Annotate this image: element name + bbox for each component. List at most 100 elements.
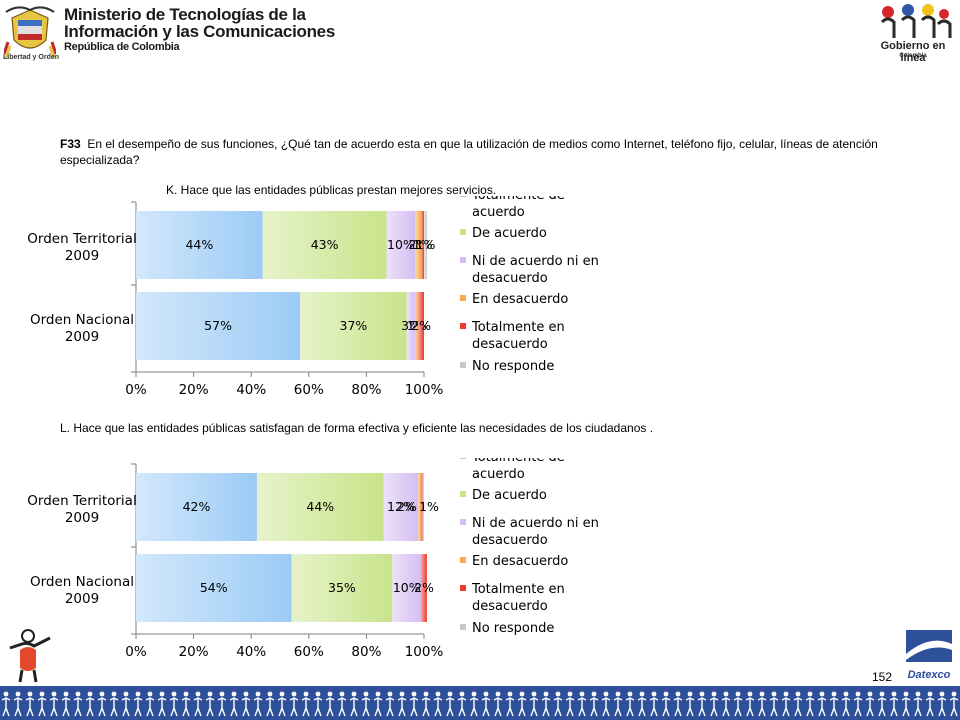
footer-figure-head [495,691,501,697]
footer-figure-head [759,691,765,697]
x-tick-label: 40% [236,382,266,396]
bar-segment-shine [421,211,424,279]
footer-figure-body [265,697,275,717]
ministry-line-3: República de Colombia [64,41,180,53]
legend-label: Ni de acuerdo ni en [472,254,599,269]
footer-figure-body [73,697,83,717]
footer-figure-head [75,691,81,697]
footer-figure-body [805,697,815,717]
x-tick-label: 0% [125,644,147,658]
legend-swatch [460,519,466,525]
footer-figure-body [349,697,359,717]
footer-figure-body [781,697,791,717]
footer-figure-body [529,697,539,717]
legend-label: En desacuerdo [472,292,568,307]
footer-figure-head [471,691,477,697]
legend-label: desacuerdo [472,533,548,548]
footer-figure-head [435,691,441,697]
footer-figure-body [865,697,875,717]
footer-figure-body [505,697,515,717]
footer-figure-head [927,691,933,697]
footer-figure-body [49,697,59,717]
gobierno-en-linea-subtext: Colombia [899,53,927,59]
footer-figure-body [817,697,827,717]
legend-label: De acuerdo [472,488,547,503]
footer-figure-body [145,697,155,717]
x-tick-label: 60% [294,382,324,396]
footer-figure-body [769,697,779,717]
footer-figure-head [315,691,321,697]
category-label: 2009 [65,510,99,526]
footer-figure-body [745,697,755,717]
footer-figure-body [709,697,719,717]
footer-figure-head [783,691,789,697]
bar-segment-shine [386,211,416,279]
legend-swatch [460,362,466,368]
footer-figure-head [651,691,657,697]
footer-figure-head [567,691,573,697]
footer-figure-head [915,691,921,697]
page-number: 152 [872,670,893,684]
footer-figure-head [351,691,357,697]
stacked-bar-chart-l: 0% 20% 40% 60% 80% 100%Orden Territorial2009O… [27,458,599,658]
legend-label: Totalmente de [471,196,565,203]
footer-figure-head [63,691,69,697]
footer-figure-body [565,697,575,717]
footer-figure-body [889,697,899,717]
footer-figure-body [337,697,347,717]
footer-figure-body [373,697,383,717]
category-label: Orden Nacional [30,312,134,328]
footer-figure-body [925,697,935,717]
footer-figure-head [255,691,261,697]
data-label: 44% [306,499,334,514]
footer-figure-head [795,691,801,697]
bar-segment-shine [415,211,422,279]
footer-figure-head [519,691,525,697]
bar-segment-shine [415,292,419,360]
footer-figure-body [289,697,299,717]
footer-figure-head [363,691,369,697]
footer-figure-body [697,697,707,717]
footer-figure-body [313,697,323,717]
footer-figure-body [469,697,479,717]
footer-figure-body [13,697,23,717]
footer-figure-head [291,691,297,697]
category-label: Orden Territorial [27,231,136,247]
footer-figure-head [615,691,621,697]
footer-figure-body [253,697,263,717]
footer-figure-body [517,697,527,717]
bar-segment-shine [136,554,292,622]
footer-figure-head [279,691,285,697]
legend-swatch [460,229,466,235]
footer-figure-body [181,697,191,717]
legend-swatch [460,491,466,497]
footer-figure-head [51,691,57,697]
footer-figure-head [399,691,405,697]
footer-figure-body [577,697,587,717]
footer-figure-body [169,697,179,717]
footer-figure-body [397,697,407,717]
footer-figure-body [733,697,743,717]
footer-figure-body [37,697,47,717]
footer-figure-head [303,691,309,697]
datexco-logo: Datexco [906,630,952,681]
ministry-line-2: Información y las Comunicaciones [64,22,335,41]
legend-swatch [460,196,466,197]
footer-figure-head [387,691,393,697]
footer-figure-body [193,697,203,717]
question-body: En el desempeño de sus funciones, ¿Qué t… [60,137,878,167]
person-mascot-icon [9,629,51,683]
footer-figure-body [757,697,767,717]
footer-figure-head [603,691,609,697]
footer-figure-body [205,697,215,717]
bar-segment-shine [383,473,419,541]
footer-figure-head [423,691,429,697]
data-label: 57% [204,318,232,333]
footer-figure-head [735,691,741,697]
footer-figure-head [159,691,165,697]
legend-label: desacuerdo [472,271,548,286]
footer-figure-body [217,697,227,717]
footer-figure-body [481,697,491,717]
footer-figure-head [483,691,489,697]
footer-figure-body [133,697,143,717]
